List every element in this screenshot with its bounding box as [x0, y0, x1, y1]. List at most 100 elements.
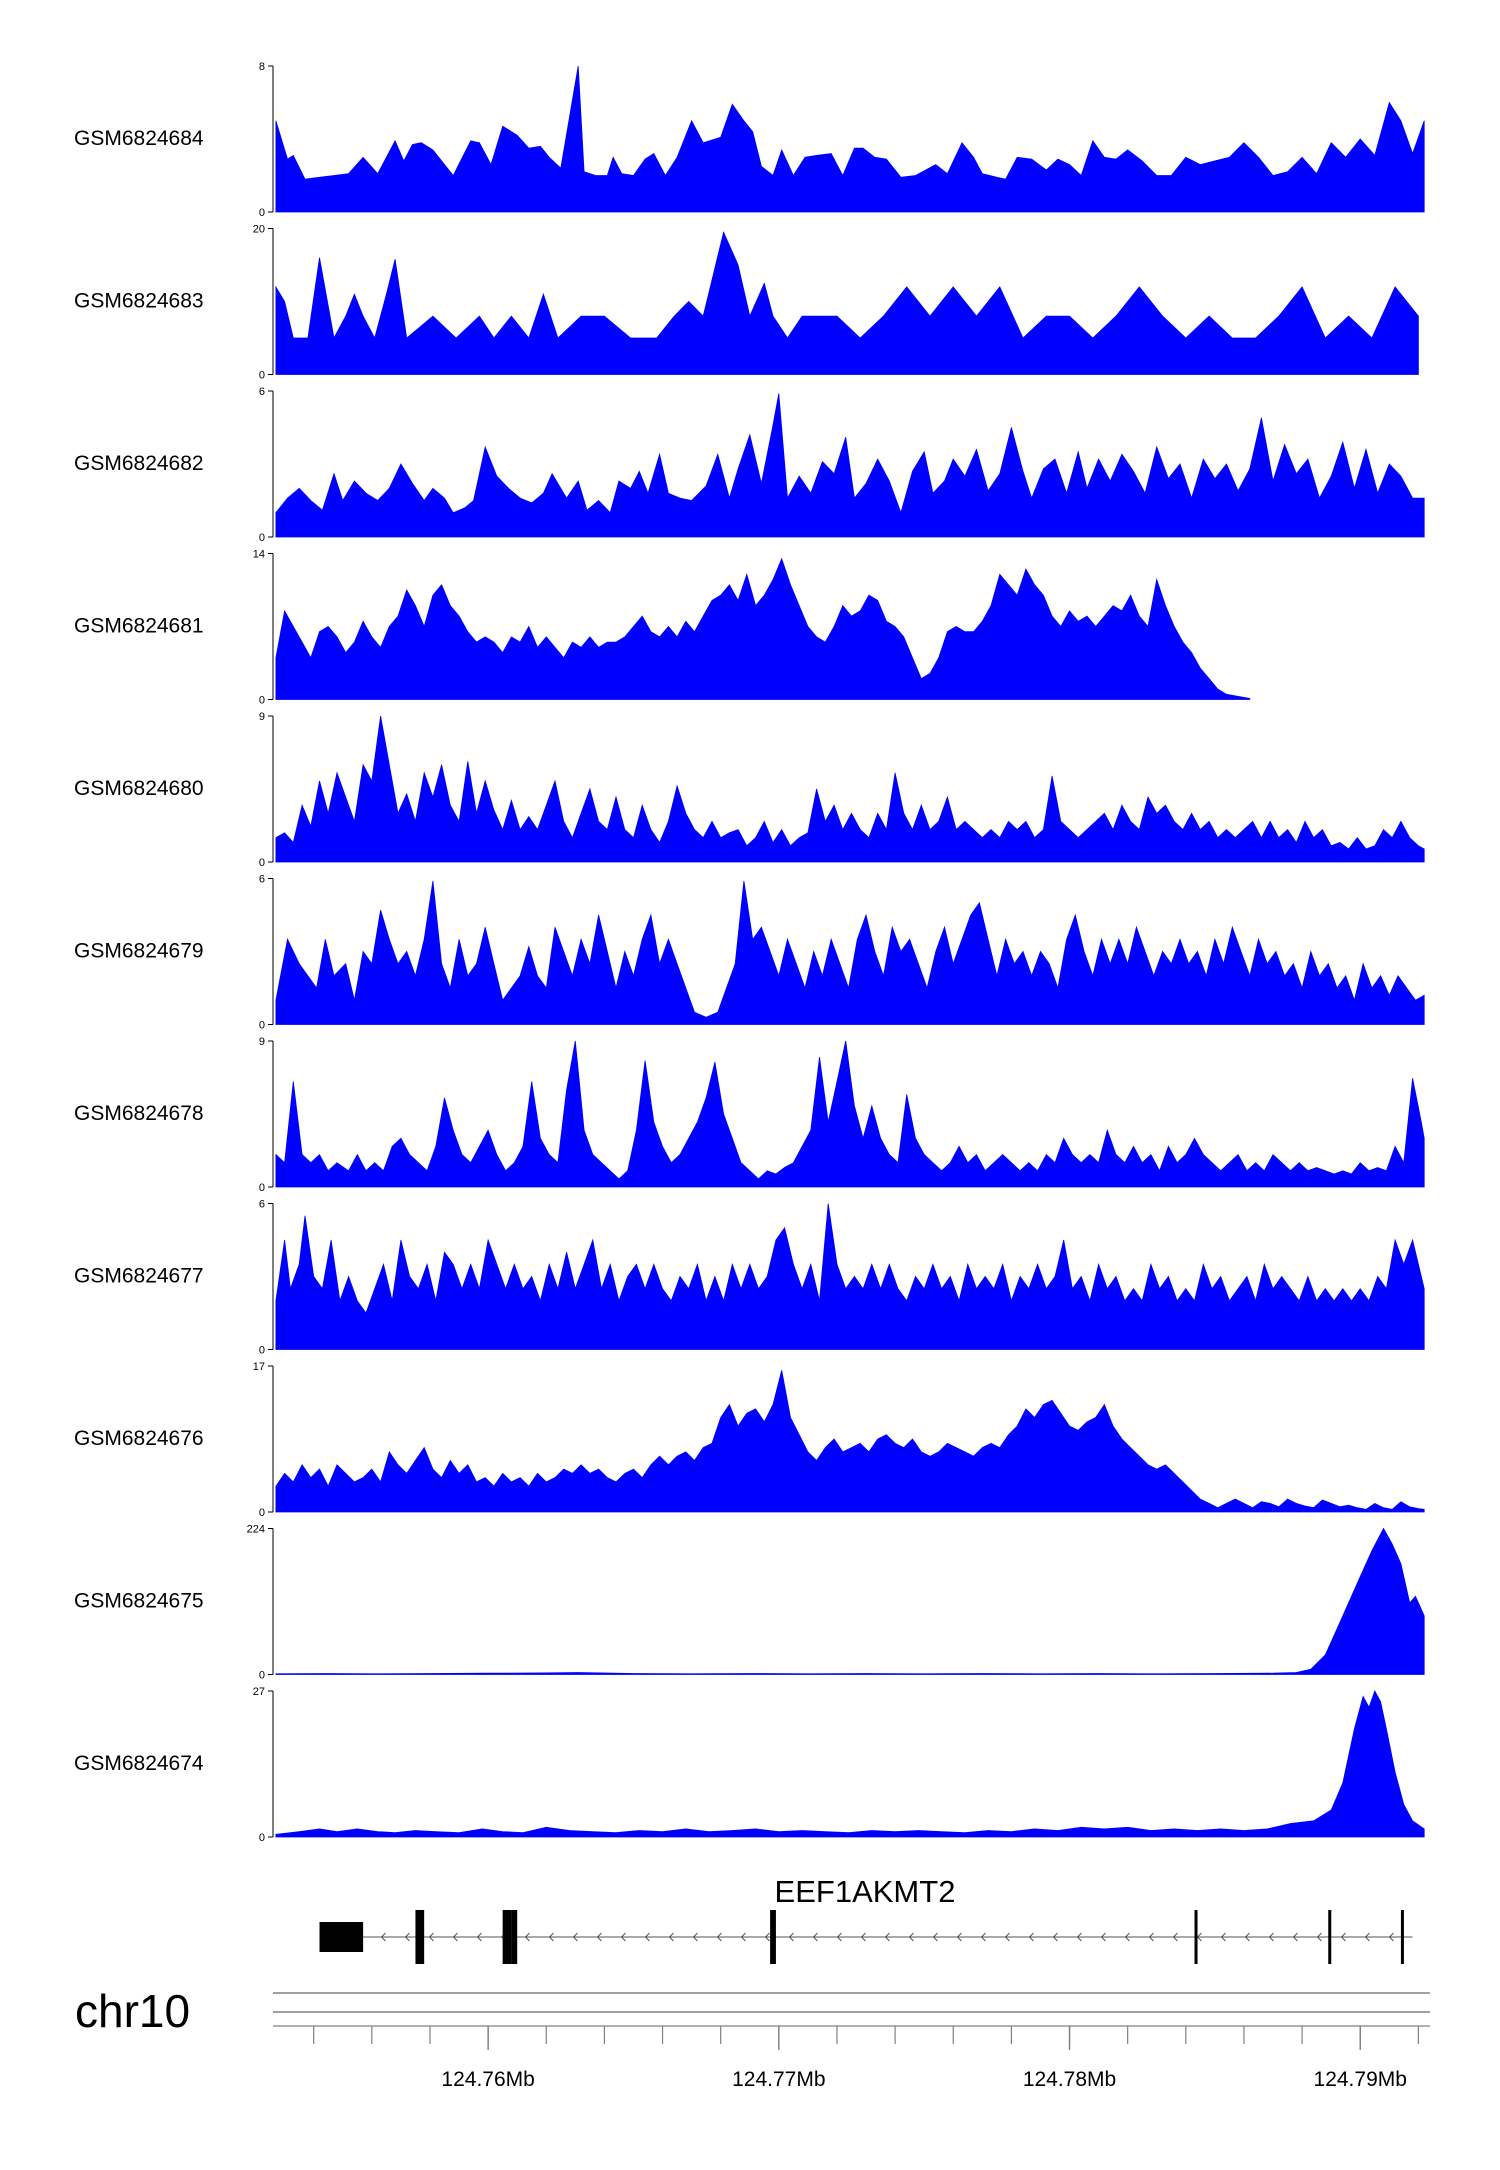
strand-arrow — [572, 1932, 578, 1942]
strand-arrow — [884, 1932, 890, 1942]
y-zero-label: 0 — [259, 207, 265, 219]
strand-arrow — [1076, 1932, 1082, 1942]
gene-track: EEF1AKMT2 — [319, 1874, 1413, 1964]
strand-arrow — [1316, 1932, 1322, 1942]
strand-arrow — [452, 1932, 458, 1942]
signal-area — [275, 65, 1425, 213]
exon — [415, 1910, 425, 1964]
strand-arrow — [644, 1932, 650, 1942]
strand-arrow — [1268, 1932, 1274, 1942]
y-max-label: 27 — [253, 1686, 265, 1698]
strand-arrow — [1004, 1932, 1010, 1942]
strand-arrow — [548, 1932, 554, 1942]
strand-arrow — [1124, 1932, 1130, 1942]
gene-name: EEF1AKMT2 — [775, 1874, 956, 1909]
chromosome-name: chr10 — [75, 1985, 190, 2037]
gene-model — [319, 1910, 1413, 1964]
strand-arrow — [956, 1932, 962, 1942]
strand-arrow — [812, 1932, 818, 1942]
y-zero-label: 0 — [259, 1182, 265, 1194]
strand-arrow — [908, 1932, 914, 1942]
strand-arrow — [668, 1932, 674, 1942]
signal-area — [275, 1527, 1425, 1675]
signal-area — [275, 1690, 1425, 1838]
y-zero-label: 0 — [259, 695, 265, 707]
track: GSM6824678 9 0 — [74, 1036, 1425, 1194]
y-max-label: 8 — [259, 61, 265, 73]
strand-arrow — [380, 1932, 386, 1942]
signal-area — [275, 557, 1251, 700]
tick-label: 124.78Mb — [1023, 2068, 1116, 2091]
strand-arrow — [1052, 1932, 1058, 1942]
y-zero-label: 0 — [259, 1832, 265, 1844]
y-max-label: 17 — [253, 1361, 265, 1373]
strand-arrow — [1148, 1932, 1154, 1942]
strand-arrow — [764, 1932, 770, 1942]
track: GSM6824683 20 0 — [74, 224, 1419, 382]
strand-arrow — [1220, 1932, 1226, 1942]
strand-arrow — [716, 1932, 722, 1942]
track-label: GSM6824684 — [74, 127, 204, 150]
track: GSM6824676 17 0 — [74, 1361, 1425, 1519]
y-max-label: 6 — [259, 1199, 265, 1211]
exon — [319, 1922, 364, 1952]
track: GSM6824681 14 0 — [74, 549, 1251, 707]
y-zero-label: 0 — [259, 1670, 265, 1682]
exon — [770, 1910, 776, 1964]
track: GSM6824675 224 0 — [74, 1524, 1425, 1682]
tick-label: 124.77Mb — [732, 2068, 825, 2091]
strand-arrow — [860, 1932, 866, 1942]
strand-arrow — [596, 1932, 602, 1942]
signal-area — [275, 393, 1425, 538]
strand-arrow — [1340, 1932, 1346, 1942]
y-zero-label: 0 — [259, 1020, 265, 1032]
y-max-label: 6 — [259, 874, 265, 886]
signal-area — [275, 1040, 1425, 1188]
track: GSM6824682 6 0 — [74, 386, 1425, 544]
track: GSM6824677 6 0 — [74, 1199, 1425, 1357]
y-max-label: 9 — [259, 1036, 265, 1048]
track: GSM6824679 6 0 — [74, 874, 1425, 1032]
exon — [1328, 1910, 1332, 1964]
strand-arrow — [404, 1932, 410, 1942]
y-zero-label: 0 — [259, 857, 265, 869]
exon — [1400, 1910, 1404, 1964]
strand-arrow — [524, 1932, 530, 1942]
exon — [511, 1910, 518, 1964]
strand-arrow — [1172, 1932, 1178, 1942]
track-label: GSM6824674 — [74, 1752, 204, 1775]
track-label: GSM6824678 — [74, 1102, 204, 1125]
signal-area — [275, 880, 1425, 1025]
y-max-label: 14 — [253, 549, 265, 561]
track-label: GSM6824680 — [74, 777, 204, 800]
y-max-label: 224 — [247, 1524, 265, 1536]
strand-arrow — [1244, 1932, 1250, 1942]
track-label: GSM6824679 — [74, 940, 204, 963]
strand-arrow — [932, 1932, 938, 1942]
tick-label: 124.79Mb — [1314, 2068, 1407, 2091]
y-max-label: 6 — [259, 386, 265, 398]
chromosome-ruler: 124.76Mb 124.77Mb 124.78Mb 124.79Mb — [273, 1992, 1430, 2091]
track-label: GSM6824681 — [74, 615, 204, 638]
y-zero-label: 0 — [259, 532, 265, 544]
strand-arrow — [980, 1932, 986, 1942]
strand-arrow — [1292, 1932, 1298, 1942]
chromosome-track: chr10 124.76Mb 124.77Mb 124.78Mb 124.79Mb — [75, 1985, 1430, 2091]
strand-arrow — [476, 1932, 482, 1942]
track-label: GSM6824676 — [74, 1427, 204, 1450]
strand-arrow — [1028, 1932, 1034, 1942]
strand-arrow — [788, 1932, 794, 1942]
signal-area — [275, 715, 1425, 863]
signal-area — [275, 1370, 1425, 1513]
strand-arrow — [1100, 1932, 1106, 1942]
strand-arrow — [620, 1932, 626, 1942]
track: GSM6824674 27 0 — [74, 1686, 1425, 1844]
y-max-label: 20 — [253, 224, 265, 236]
track-label: GSM6824683 — [74, 290, 204, 313]
track: GSM6824684 8 0 — [74, 61, 1425, 219]
track-label: GSM6824677 — [74, 1265, 204, 1288]
y-zero-label: 0 — [259, 1507, 265, 1519]
signal-area — [275, 1203, 1425, 1350]
strand-arrow — [836, 1932, 842, 1942]
